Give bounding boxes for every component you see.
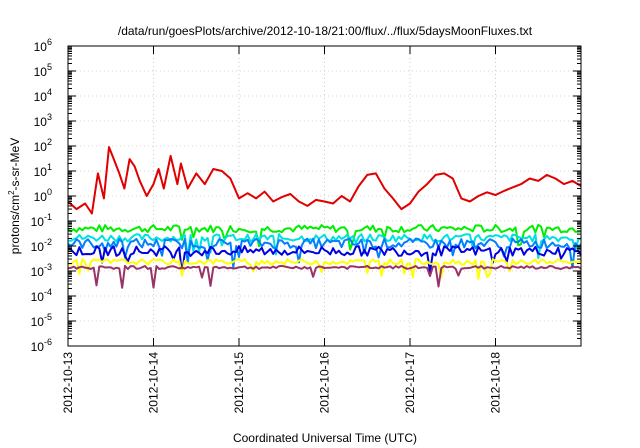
y-tick-label: 102 xyxy=(34,137,52,154)
y-tick-label: 10-5 xyxy=(31,312,52,329)
y-tick-label: 10-2 xyxy=(31,237,52,254)
series-line-6 xyxy=(67,258,582,280)
y-tick-label: 106 xyxy=(34,37,52,54)
y-tick-label: 10-1 xyxy=(31,212,52,229)
y-tick-label: 10-4 xyxy=(31,287,52,304)
grid xyxy=(68,46,581,346)
series-group xyxy=(67,146,582,289)
series-line-5 xyxy=(67,245,582,276)
x-tick-label: 2012-10-15 xyxy=(232,352,246,414)
series-line-1 xyxy=(67,146,582,215)
chart-title: /data/run/goesPlots/archive/2012-10-18/2… xyxy=(118,24,533,38)
y-tick-label: 101 xyxy=(34,162,52,179)
y-tick-label: 105 xyxy=(34,62,52,79)
series-line-4 xyxy=(67,237,582,269)
x-tick-label: 2012-10-16 xyxy=(318,352,332,414)
x-tick-label: 2012-10-17 xyxy=(403,352,417,414)
x-tick-label: 2012-10-18 xyxy=(489,352,503,414)
series-line-2 xyxy=(67,223,582,251)
y-axis-label: protons/cm2-s-sr-MeV xyxy=(7,138,22,254)
series-line-3 xyxy=(67,233,582,260)
axis-ticks: 10-6 10-5 10-4 10-3 10-2 10-1 100 101 102 103 104 1… xyxy=(31,37,581,413)
y-tick-label: 10-3 xyxy=(31,262,52,279)
y-tick-label: 104 xyxy=(34,87,52,104)
series-line-7 xyxy=(67,264,582,289)
y-tick-label: 103 xyxy=(34,112,52,129)
y-tick-label: 100 xyxy=(34,187,52,204)
x-tick-label: 2012-10-13 xyxy=(61,352,75,414)
x-axis-label: Coordinated Universal Time (UTC) xyxy=(233,431,417,445)
y-tick-label: 10-6 xyxy=(31,337,52,354)
x-tick-label: 2012-10-14 xyxy=(147,352,161,414)
